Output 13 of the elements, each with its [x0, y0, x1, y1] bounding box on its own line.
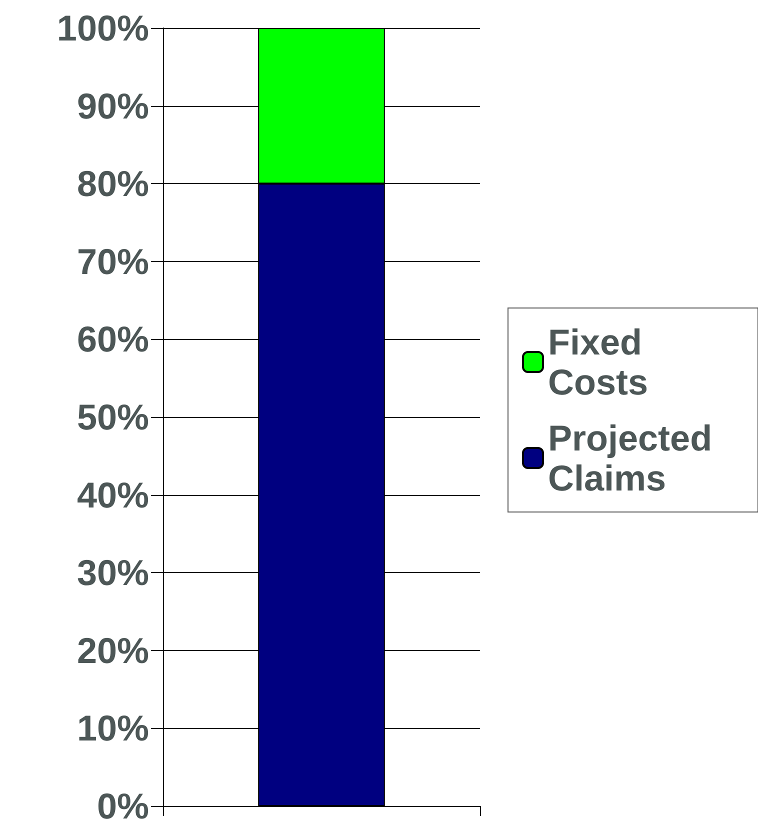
y-tick-label: 20% — [76, 630, 149, 671]
y-tick-label: 60% — [76, 318, 149, 360]
y-tick-label: 30% — [76, 552, 149, 594]
y-tick-label: 10% — [76, 708, 149, 749]
y-tick-label: 40% — [76, 474, 149, 516]
legend-label: Projected Claims — [548, 418, 722, 498]
legend-label: Fixed Costs — [548, 322, 652, 402]
y-tick-label: 0% — [96, 786, 149, 826]
y-tick-label: 90% — [76, 85, 149, 126]
y-tick-label: 80% — [76, 163, 149, 204]
y-tick-label: 100% — [56, 8, 149, 48]
y-tick-label: 70% — [76, 240, 149, 282]
y-tick-label: 50% — [76, 396, 149, 438]
